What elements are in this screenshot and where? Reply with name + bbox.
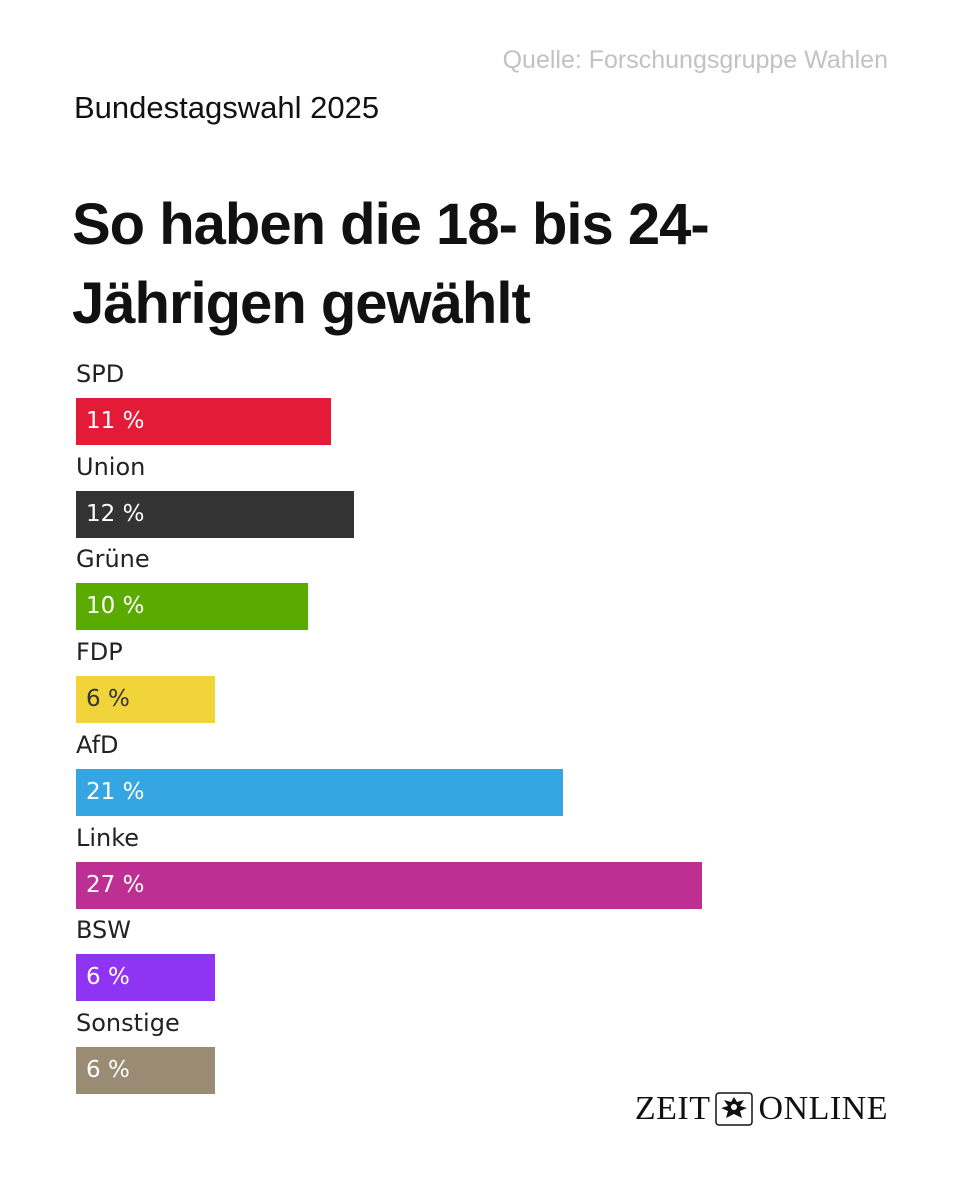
bar-sonstige bbox=[76, 1046, 216, 1094]
party-label-bsw: BSW bbox=[76, 916, 132, 945]
party-label-sonstige: Sonstige bbox=[76, 1008, 180, 1037]
eagle-crest-icon bbox=[715, 1092, 754, 1126]
logo-text-zeit: ZEIT bbox=[634, 1090, 711, 1127]
bar-value-spd: 11 % bbox=[86, 408, 145, 434]
zeit-online-logo[interactable]: ZEIT ONLINE bbox=[635, 1090, 888, 1128]
party-label-spd: SPD bbox=[76, 360, 125, 388]
kicker: Bundestagswahl 2025 bbox=[74, 90, 380, 125]
party-label-gr-ne: Grüne bbox=[76, 545, 150, 574]
party-label-afd: AfD bbox=[76, 730, 119, 759]
chart-title: So haben die 18- bis 24-Jährigen gewählt bbox=[72, 192, 710, 336]
party-label-union: Union bbox=[76, 452, 146, 481]
bar-gr-ne bbox=[76, 583, 308, 631]
logo-text-online: ONLINE bbox=[758, 1090, 888, 1127]
bar-value-sonstige: 6 % bbox=[86, 1056, 130, 1083]
source-note: Quelle: Forschungsgruppe Wahlen bbox=[502, 46, 888, 74]
party-label-linke: Linke bbox=[76, 823, 140, 852]
bar-fdp bbox=[76, 676, 216, 724]
bar-value-bsw: 6 % bbox=[86, 964, 130, 991]
party-label-fdp: FDP bbox=[76, 638, 123, 667]
bar-spd bbox=[76, 398, 332, 445]
bar-linke bbox=[76, 861, 702, 909]
bar-value-gr-ne: 10 % bbox=[86, 593, 145, 620]
bar-value-union: 12 % bbox=[86, 500, 145, 527]
bar-value-afd: 21 % bbox=[86, 778, 145, 805]
bar-value-linke: 27 % bbox=[86, 871, 145, 898]
bar-value-fdp: 6 % bbox=[86, 686, 130, 713]
bar-afd bbox=[76, 768, 563, 816]
bar-bsw bbox=[76, 954, 216, 1002]
bar-union bbox=[76, 490, 355, 538]
